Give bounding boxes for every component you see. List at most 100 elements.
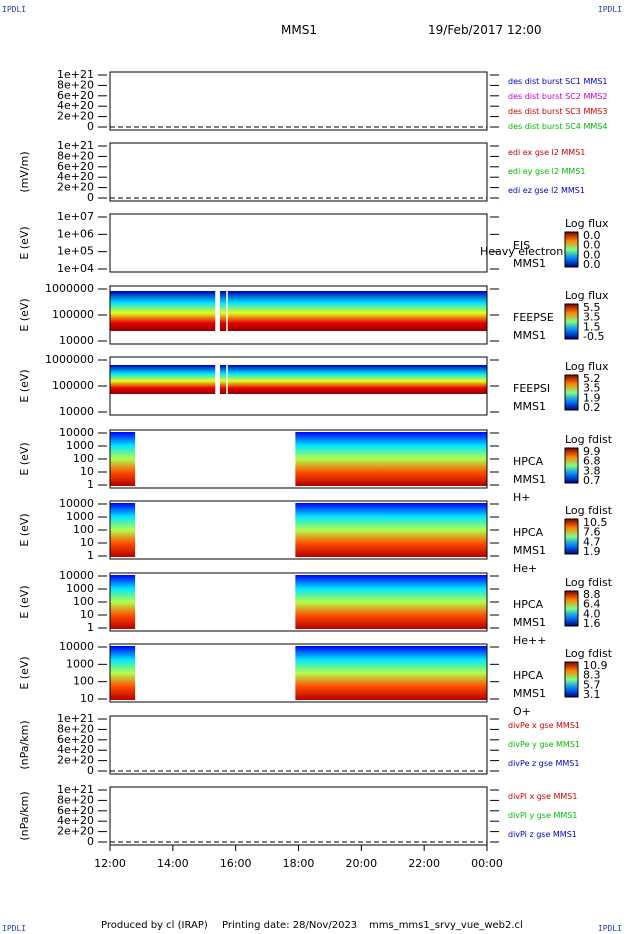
y-tick-label-3-0: 1000000 [45,282,94,295]
colorbar-tick-7-3: 1.6 [583,617,601,630]
y-tick-label-10-5: 0 [87,835,94,848]
corner-label-br: IPDLI [597,924,622,933]
y-tick-label-2-0: 1e+07 [57,210,94,223]
panel-label-5-0: HPCA [513,455,544,468]
data-gap-4-0 [215,361,220,403]
y-tick-label-0-4: 2e+20 [57,110,94,123]
colorbar-tick-6-3: 1.9 [583,545,601,558]
panel-label-7-0: HPCA [513,598,544,611]
spectrogram-fill-7-0 [110,575,136,629]
legend-entry-0-2: des dist burst SC3 MMS3 [508,107,607,116]
datetime-title: 19/Feb/2017 12:00 [428,23,542,37]
panel-label-6-1: MMS1 [513,544,546,557]
spectrogram-fill-3-0 [110,291,487,331]
y-tick-label-7-3: 10 [80,608,94,621]
colorbar-tick-2-2: 0.0 [583,248,601,261]
panel-frame-5 [109,429,488,489]
y-tick-label-9-3: 4e+20 [57,743,94,756]
colorbar-tick-8-2: 5.7 [583,678,601,691]
footer-printing-date: Printing date: 28/Nov/2023 [222,920,358,931]
y-tick-label-9-5: 0 [87,764,94,777]
panel-frame-9 [109,715,488,775]
y-tick-label-10-3: 4e+20 [57,814,94,827]
panel-label-7-2: He++ [513,634,546,647]
colorbar-tick-4-1: 3.5 [583,382,601,395]
panel-label-5-1: MMS1 [513,473,546,486]
panel-label-6-0: HPCA [513,526,544,539]
spectrogram-fill-4-0 [110,365,487,394]
y-axis-label-7: E (eV) [18,585,31,618]
colorbar-3 [564,303,579,340]
y-tick-label-9-1: 8e+20 [57,722,94,735]
y-axis-label-9: (nPa/km) [18,720,31,769]
colorbar-tick-5-0: 9.9 [583,445,601,458]
legend-entry-10-1: divPi y gse MMS1 [508,811,577,820]
y-tick-label-6-3: 10 [80,536,94,549]
colorbar-tick-2-3: 0.0 [583,258,601,271]
y-tick-label-0-0: 1e+21 [57,68,94,81]
y-tick-label-6-2: 100 [73,523,94,536]
corner-label-bl: IPDLI [2,924,27,933]
colorbar-tick-5-2: 3.8 [583,464,601,477]
colorbar-title-3: Log flux [565,289,609,302]
colorbar-tick-6-0: 10.5 [583,516,608,529]
y-tick-label-9-0: 1e+21 [57,712,94,725]
y-tick-label-0-1: 8e+20 [57,78,94,91]
spectrogram-fill-8-1 [295,646,487,700]
legend-entry-0-0: des dist burst SC1 MMS1 [508,77,607,86]
panel-label-8-1: MMS1 [513,687,546,700]
panel-label-2-1: MMS1 [513,257,546,270]
colorbar-tick-2-1: 0.0 [583,239,601,252]
y-tick-label-9-2: 6e+20 [57,733,94,746]
colorbar-tick-3-2: 1.5 [583,320,601,333]
x-tick-label-4: 20:00 [345,857,377,870]
panel-frame-10 [109,786,488,846]
y-tick-label-5-3: 10 [80,465,94,478]
y-tick-label-1-1: 8e+20 [57,149,94,162]
y-tick-label-5-0: 10000 [59,426,94,439]
legend-entry-1-0: edi ex gse l2 MMS1 [508,148,585,157]
colorbar-5 [564,447,579,484]
spectrogram-fill-5-1 [295,432,487,486]
y-tick-label-3-1: 100000 [52,308,94,321]
panel-frame-4 [109,356,488,416]
colorbar-title-5: Log fdist [565,433,613,446]
y-axis-label-8: E (eV) [18,656,31,689]
colorbar-4 [564,374,579,411]
y-tick-label-8-2: 100 [73,675,94,688]
panel-frame-2 [109,213,488,273]
y-axis-label-10: (nPa/km) [18,791,31,840]
x-tick-label-3: 18:00 [283,857,315,870]
colorbar-tick-8-1: 8.3 [583,669,601,682]
y-tick-label-8-0: 10000 [59,640,94,653]
legend-entry-9-2: divPe z gse MMS1 [508,759,579,768]
y-tick-label-6-4: 1 [87,549,94,562]
data-gap-4-1 [226,361,228,403]
colorbar-tick-3-3: -0.5 [583,330,604,343]
x-tick-label-1: 14:00 [157,857,189,870]
y-tick-label-3-2: 10000 [59,334,94,347]
colorbar-tick-8-3: 3.1 [583,688,601,701]
panel-label-2-0: EIS [513,239,530,252]
spectrogram-fill-6-0 [110,503,136,557]
y-tick-label-10-2: 6e+20 [57,804,94,817]
y-tick-label-5-2: 100 [73,452,94,465]
legend-entry-10-2: divPi z gse MMS1 [508,830,577,839]
colorbar-6 [564,518,579,555]
colorbar-tick-5-3: 0.7 [583,474,601,487]
colorbar-7 [564,590,579,627]
colorbar-title-2: Log flux [565,217,609,230]
footer-producer: Produced by cl (IRAP) [101,920,208,931]
y-tick-label-7-1: 1000 [66,582,94,595]
panel-label-4-0: FEEPSI [513,382,550,395]
colorbar-2 [564,231,579,268]
panel-label-4-1: MMS1 [513,400,546,413]
spectrogram-fill-5-0 [110,432,136,486]
y-tick-label-8-1: 1000 [66,657,94,670]
legend-entry-0-1: des dist burst SC2 MMS2 [508,92,607,101]
legend-entry-1-2: edi ez gse l2 MMS1 [508,186,585,195]
panel-label-8-0: HPCA [513,669,544,682]
y-tick-label-10-1: 8e+20 [57,793,94,806]
legend-entry-9-0: divPe x gse MMS1 [508,721,580,730]
y-tick-label-1-4: 2e+20 [57,181,94,194]
